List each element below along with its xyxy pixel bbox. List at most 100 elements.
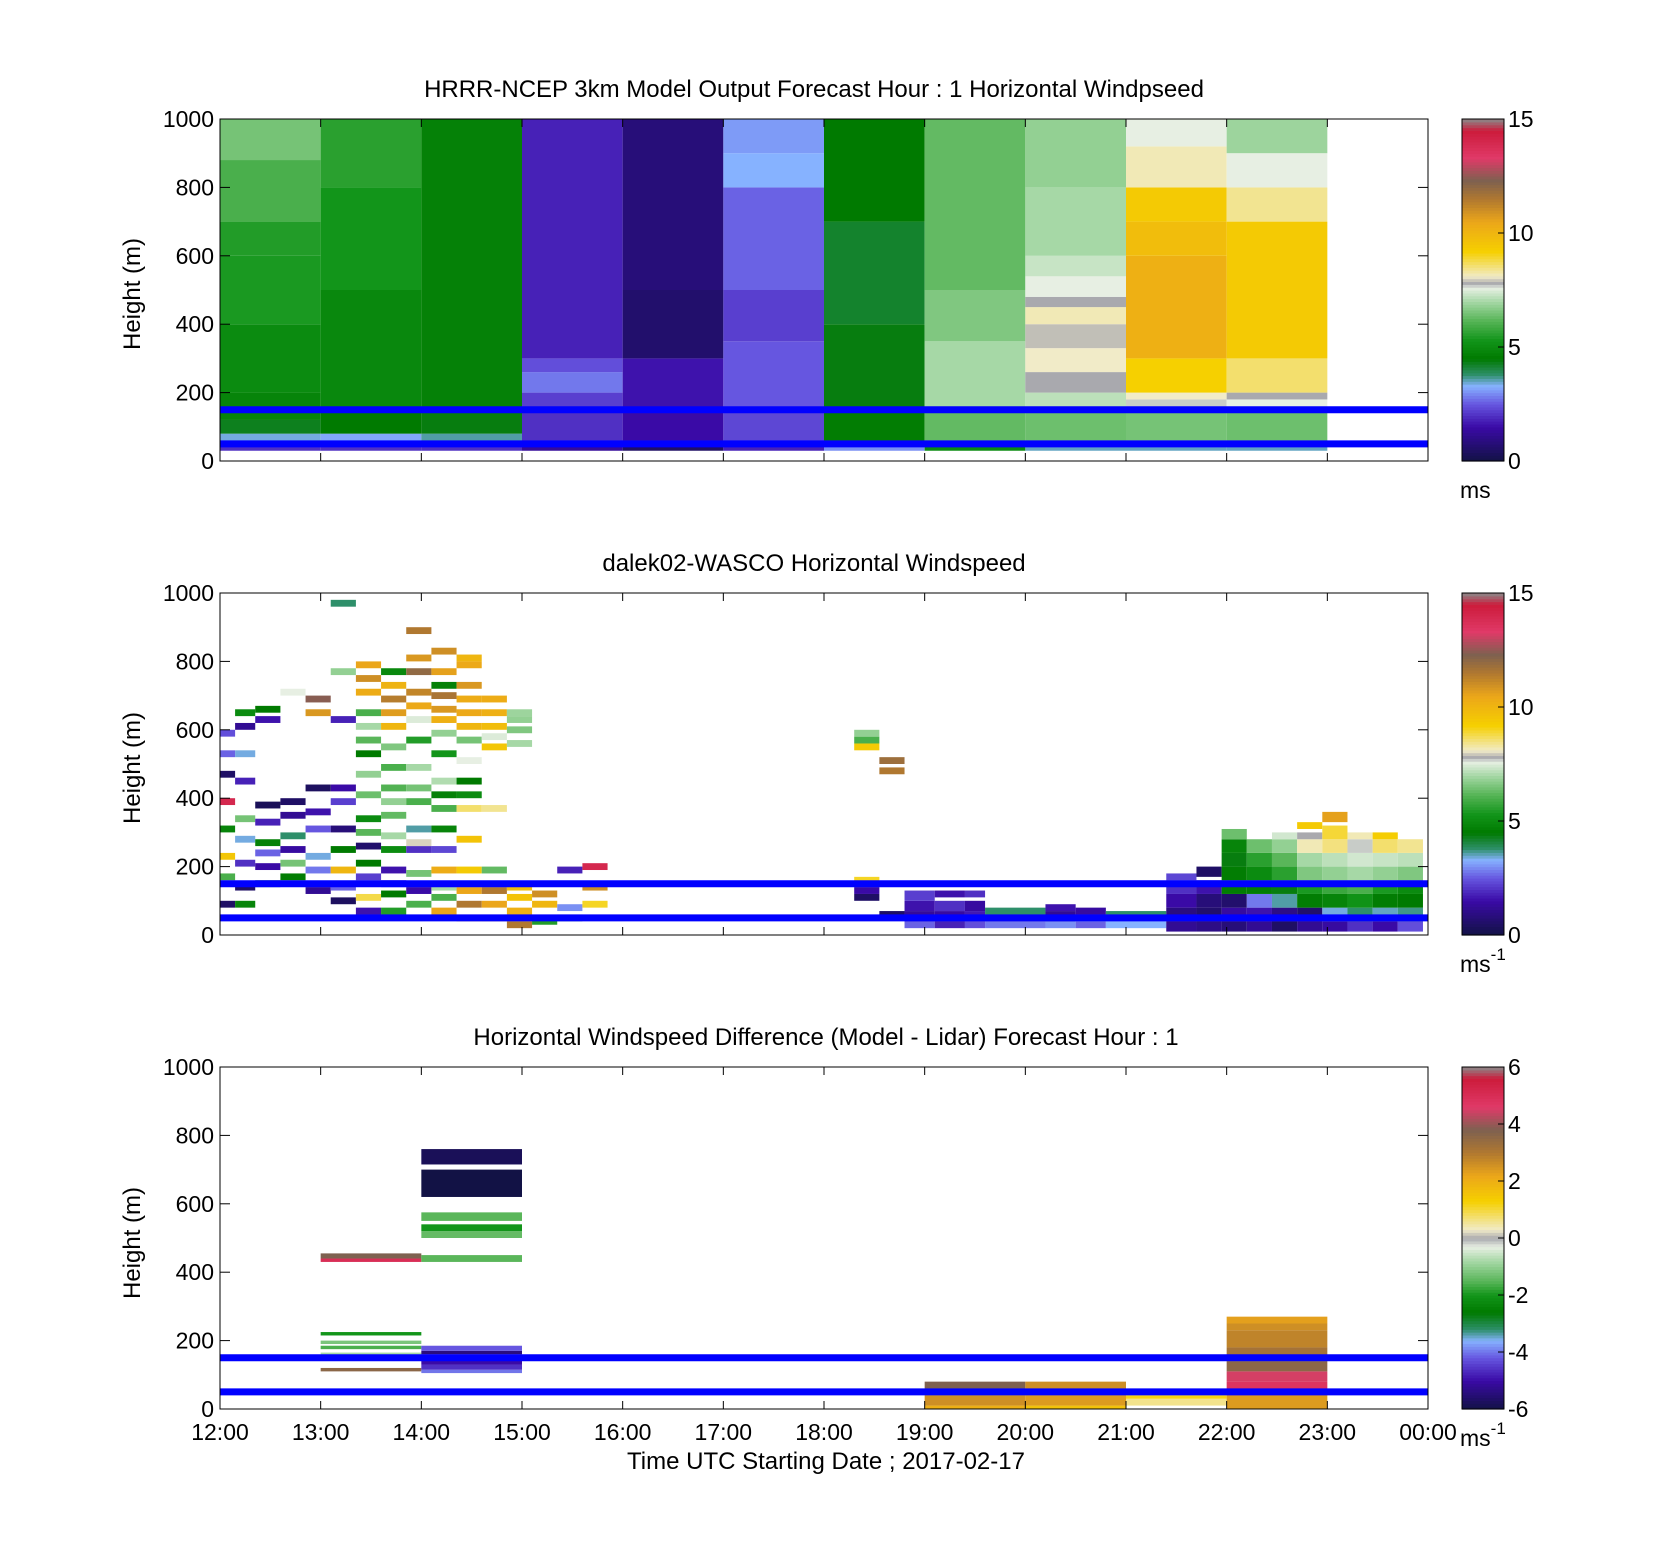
colorbar-swatch	[1462, 1075, 1504, 1079]
heatmap-cell	[305, 866, 331, 874]
heatmap-cell	[506, 716, 533, 723]
heatmap-cell	[421, 119, 522, 410]
colorbar-swatch	[1462, 446, 1504, 451]
heatmap-cell	[330, 784, 356, 792]
heatmap-cell	[406, 736, 432, 744]
colorbar-swatch	[1462, 1155, 1504, 1159]
colorbar-swatch	[1462, 1235, 1504, 1239]
colorbar-swatch	[1462, 1186, 1504, 1191]
colorbar-swatch	[1462, 1223, 1504, 1228]
colorbar-swatch	[1462, 860, 1504, 865]
colorbar: 0 5 10 15 ms	[1460, 106, 1534, 503]
heatmap-cell	[1347, 893, 1373, 908]
colorbar-swatch	[1462, 1406, 1504, 1410]
colorbar-swatch	[1462, 369, 1504, 374]
heatmap-cell	[1226, 187, 1328, 222]
heatmap-cell	[381, 907, 407, 915]
colorbar-swatch	[1462, 1212, 1504, 1216]
colorbar-swatch	[1462, 429, 1504, 434]
colorbar-tick-label: -4	[1508, 1339, 1529, 1365]
colorbar-swatch	[1462, 855, 1504, 859]
colorbar-swatch	[1462, 638, 1504, 643]
colorbar-swatch	[1462, 195, 1504, 200]
heatmap-cell	[1025, 324, 1126, 349]
heatmap-cell	[723, 119, 824, 154]
heatmap-cell	[1166, 873, 1197, 881]
heatmap-cell	[406, 668, 432, 676]
heatmap-cell	[1045, 904, 1076, 912]
heatmap-cell	[280, 859, 306, 867]
heatmap-cell	[431, 893, 457, 901]
colorbar-swatch	[1462, 803, 1504, 808]
colorbar-swatch	[1462, 746, 1504, 751]
colorbar-swatch	[1462, 338, 1504, 342]
heatmap-cell	[355, 828, 382, 836]
colorbar-swatch	[1462, 207, 1504, 211]
colorbar-swatch	[1462, 1209, 1504, 1213]
colorbar-tick-label: -6	[1508, 1396, 1528, 1422]
colorbar-swatch	[1462, 838, 1504, 842]
colorbar-swatch	[1462, 133, 1504, 137]
heatmap-cell	[1372, 893, 1398, 908]
heatmap-cell	[220, 798, 236, 806]
heatmap-cell	[431, 668, 457, 676]
colorbar-swatch	[1462, 906, 1504, 910]
heatmap-cell	[1246, 866, 1272, 881]
colorbar-swatch	[1462, 604, 1504, 608]
colorbar-swatch	[1462, 741, 1504, 745]
heatmap-cell	[456, 736, 482, 744]
heatmap-cell	[1126, 399, 1227, 410]
heatmap-cell	[431, 825, 457, 833]
heatmap-cell	[330, 866, 356, 874]
colorbar-swatch	[1462, 1086, 1504, 1091]
colorbar-swatch	[1462, 127, 1504, 131]
heatmap-cell	[456, 654, 482, 662]
heatmap-cell	[421, 1255, 522, 1262]
heatmap-cell	[456, 805, 482, 812]
heatmap-cell	[1226, 358, 1328, 393]
heatmap-cell	[355, 842, 382, 850]
colorbar-swatch	[1462, 1146, 1504, 1151]
colorbar-swatch	[1462, 1295, 1504, 1299]
heatmap-cells	[220, 119, 1328, 451]
colorbar-swatch	[1462, 1386, 1504, 1390]
heatmap-cell	[406, 764, 432, 771]
heatmap-cell	[1166, 893, 1197, 908]
heatmap-cell	[355, 815, 382, 823]
heatmap-cell	[421, 1212, 522, 1221]
heatmap-cell	[924, 1381, 1026, 1389]
colorbar-swatch	[1462, 230, 1504, 234]
colorbar-swatch	[1462, 435, 1504, 439]
colorbar-swatch	[1462, 1269, 1504, 1273]
heatmap-cell	[1221, 893, 1247, 908]
colorbar-swatch	[1462, 1343, 1504, 1347]
colorbar-swatch	[1462, 1354, 1504, 1359]
colorbar-swatch	[1462, 772, 1504, 776]
colorbar-swatch	[1462, 829, 1504, 833]
colorbar-swatch	[1462, 164, 1504, 169]
colorbar-swatch	[1462, 1084, 1504, 1088]
heatmap-cell	[1226, 119, 1328, 154]
colorbar-swatch	[1462, 698, 1504, 702]
colorbar-swatch	[1462, 1232, 1504, 1236]
colorbar-swatch	[1462, 852, 1504, 856]
colorbar-swatch	[1462, 252, 1504, 257]
colorbar-swatch	[1462, 244, 1504, 248]
reference-lines	[220, 880, 1428, 922]
heatmap-cell	[481, 722, 507, 730]
colorbar-swatch	[1462, 332, 1504, 337]
heatmap-cell	[305, 852, 331, 860]
colorbar-swatch	[1462, 607, 1504, 611]
colorbar-swatch	[1462, 832, 1504, 836]
heatmap-cell	[964, 890, 986, 898]
y-axis-label: Height (m)	[119, 1187, 146, 1299]
heatmap-cell	[824, 324, 925, 410]
colorbar-swatch	[1462, 418, 1504, 422]
colorbar-swatch	[1462, 1252, 1504, 1256]
colorbar-swatch	[1462, 707, 1504, 711]
colorbar-unit: ms	[1460, 477, 1491, 503]
heatmap-cell	[1397, 839, 1423, 853]
y-tick-label: 200	[176, 380, 214, 406]
colorbar-swatch	[1462, 190, 1504, 194]
colorbar-swatch	[1462, 455, 1504, 459]
